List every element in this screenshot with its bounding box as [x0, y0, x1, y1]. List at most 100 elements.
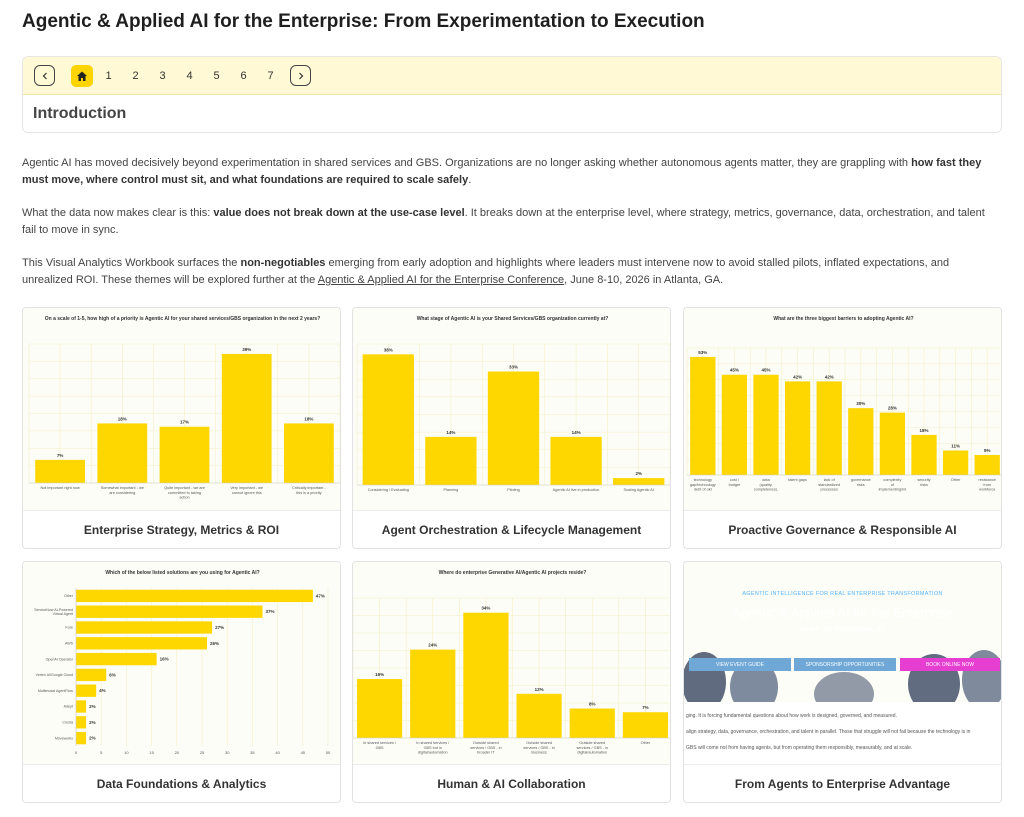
data-label: 33%: [509, 365, 518, 370]
tick-label: Somewhat important - we are considering: [101, 486, 144, 495]
data-label: 18%: [304, 416, 313, 421]
bar: [911, 434, 937, 475]
data-label: 7%: [642, 705, 649, 710]
page-link-3[interactable]: 3: [159, 69, 166, 82]
intro-p2-end: . It breaks down at the enterprise level…: [22, 207, 985, 236]
bar: [721, 374, 748, 475]
card-caption: Human & AI Collaboration: [437, 776, 586, 791]
data-label: 42%: [793, 374, 802, 379]
conference-link[interactable]: Agentic & Applied AI for the Enterprise …: [317, 274, 565, 286]
data-label: 12%: [535, 687, 544, 692]
bar: [848, 408, 874, 475]
bar: [816, 381, 842, 475]
book-online-button[interactable]: BOOK ONLINE NOW: [900, 658, 1000, 671]
data-label: 47%: [316, 593, 325, 598]
bar: [622, 712, 669, 738]
card-data-foundations[interactable]: Which of the below listed solutions are …: [22, 561, 341, 803]
card-enterprise-strategy[interactable]: On a scale of 1-5, how high of a priorit…: [22, 307, 341, 549]
tick-label: Vertex AI/Google Cloud: [36, 673, 73, 677]
bar: [410, 649, 456, 738]
page-link-6[interactable]: 6: [240, 69, 247, 82]
data-label: 45%: [730, 368, 739, 373]
chevron-left-icon: [42, 72, 47, 79]
bar: [76, 652, 157, 666]
tick-label: Agentic AI live in production: [553, 488, 600, 492]
data-label: 34%: [481, 606, 490, 611]
bar: [76, 668, 107, 682]
bar: [690, 356, 716, 475]
data-label: 27%: [215, 625, 224, 630]
data-label: 17%: [180, 420, 189, 425]
prev-page-button[interactable]: [34, 65, 55, 86]
card-enterprise-advantage[interactable]: AGENTIC INTELLIGENCE FOR REAL ENTERPRISE…: [683, 561, 1002, 803]
page-title: Agentic & Applied AI for the Enterprise:…: [22, 11, 705, 32]
page-link-4[interactable]: 4: [186, 69, 193, 82]
bar: [221, 353, 272, 483]
bar: [463, 612, 509, 738]
bar: [784, 381, 811, 475]
bar: [76, 700, 87, 713]
tick-label: OpenAI Operator: [46, 657, 74, 661]
tick-label: security risks: [917, 478, 930, 487]
next-page-button[interactable]: [290, 65, 311, 86]
bar: [356, 679, 403, 738]
tick-label: Very important - we cannot ignore this: [230, 486, 263, 495]
solutions-hbar-chart: Which of the below listed solutions are …: [34, 570, 331, 755]
bar: [76, 621, 213, 634]
data-label: 14%: [446, 430, 455, 435]
tick-label: Moveworks: [55, 736, 73, 740]
tick-label: 10: [124, 750, 129, 755]
sponsorship-button[interactable]: SPONSORSHIP OPPORTUNITIES: [794, 658, 896, 671]
tick-label: Outside shared services / GBS - in Busines…: [523, 741, 554, 755]
data-label: 2%: [635, 471, 642, 476]
tick-label: Piloting: [507, 488, 519, 492]
chart-thumbnail: What stage of Agentic AI is your Shared …: [353, 308, 670, 511]
tick-label: 5: [100, 750, 103, 755]
bar: [516, 693, 562, 738]
card-human-ai-collaboration[interactable]: Where do enterprise Generative AI/Agenti…: [352, 561, 671, 803]
data-label: 38%: [384, 347, 393, 352]
page-link-5[interactable]: 5: [213, 69, 220, 82]
data-label: 42%: [825, 374, 834, 379]
tick-label: Other: [641, 741, 651, 745]
stage-bar-chart: What stage of Agentic AI is your Shared …: [356, 316, 670, 492]
data-label: 2%: [89, 720, 96, 725]
intro-p3-bold: non-negotiables: [240, 257, 326, 269]
page-link-7[interactable]: 7: [267, 69, 274, 82]
view-event-guide-button[interactable]: VIEW EVENT GUIDE: [689, 658, 791, 671]
data-label: 7%: [57, 453, 64, 458]
data-label: 37%: [265, 609, 274, 614]
data-label: 4%: [99, 688, 106, 693]
data-label: 18%: [919, 428, 928, 433]
page-navigation-bar: 1 2 3 4 5 6 7: [23, 57, 1001, 95]
data-label: 16%: [160, 657, 169, 662]
tick-label: Planning: [444, 488, 459, 492]
data-label: 39%: [242, 347, 251, 352]
tick-label: 50: [326, 750, 331, 755]
home-button[interactable]: [71, 64, 93, 87]
section-title: Introduction: [33, 105, 127, 122]
tick-label: lack of standardized processes: [818, 478, 840, 492]
tick-label: 35: [250, 750, 255, 755]
bar: [942, 450, 969, 475]
intro-p1-end: .: [468, 174, 472, 186]
page-link-1[interactable]: 1: [105, 69, 112, 82]
tick-label: Other: [64, 594, 74, 598]
tick-label: In shared services / GBS: [363, 741, 397, 750]
section-nav-card: 1 2 3 4 5 6 7 Introduction: [22, 56, 1002, 133]
card-agent-orchestration[interactable]: What stage of Agentic AI is your Shared …: [352, 307, 671, 549]
data-label: 2%: [89, 736, 96, 741]
intro-p1-text: Agentic AI has moved decisively beyond e…: [22, 157, 912, 169]
card-proactive-governance[interactable]: What are the three biggest barriers to a…: [683, 307, 1002, 549]
data-label: 26%: [210, 641, 219, 646]
priority-bar-chart: On a scale of 1-5, how high of a priorit…: [28, 316, 340, 500]
card-caption: Enterprise Strategy, Metrics & ROI: [83, 522, 280, 537]
tick-label: 20: [175, 750, 180, 755]
tick-label: Adept: [64, 705, 73, 709]
page-link-2[interactable]: 2: [132, 69, 139, 82]
bar: [879, 412, 906, 475]
chevron-right-icon: [298, 72, 303, 79]
tick-label: Quite important - we are committed to tak…: [164, 486, 205, 500]
promo-body-text: ging. It is forcing fundamental question…: [684, 702, 1001, 764]
bar: [425, 436, 477, 485]
